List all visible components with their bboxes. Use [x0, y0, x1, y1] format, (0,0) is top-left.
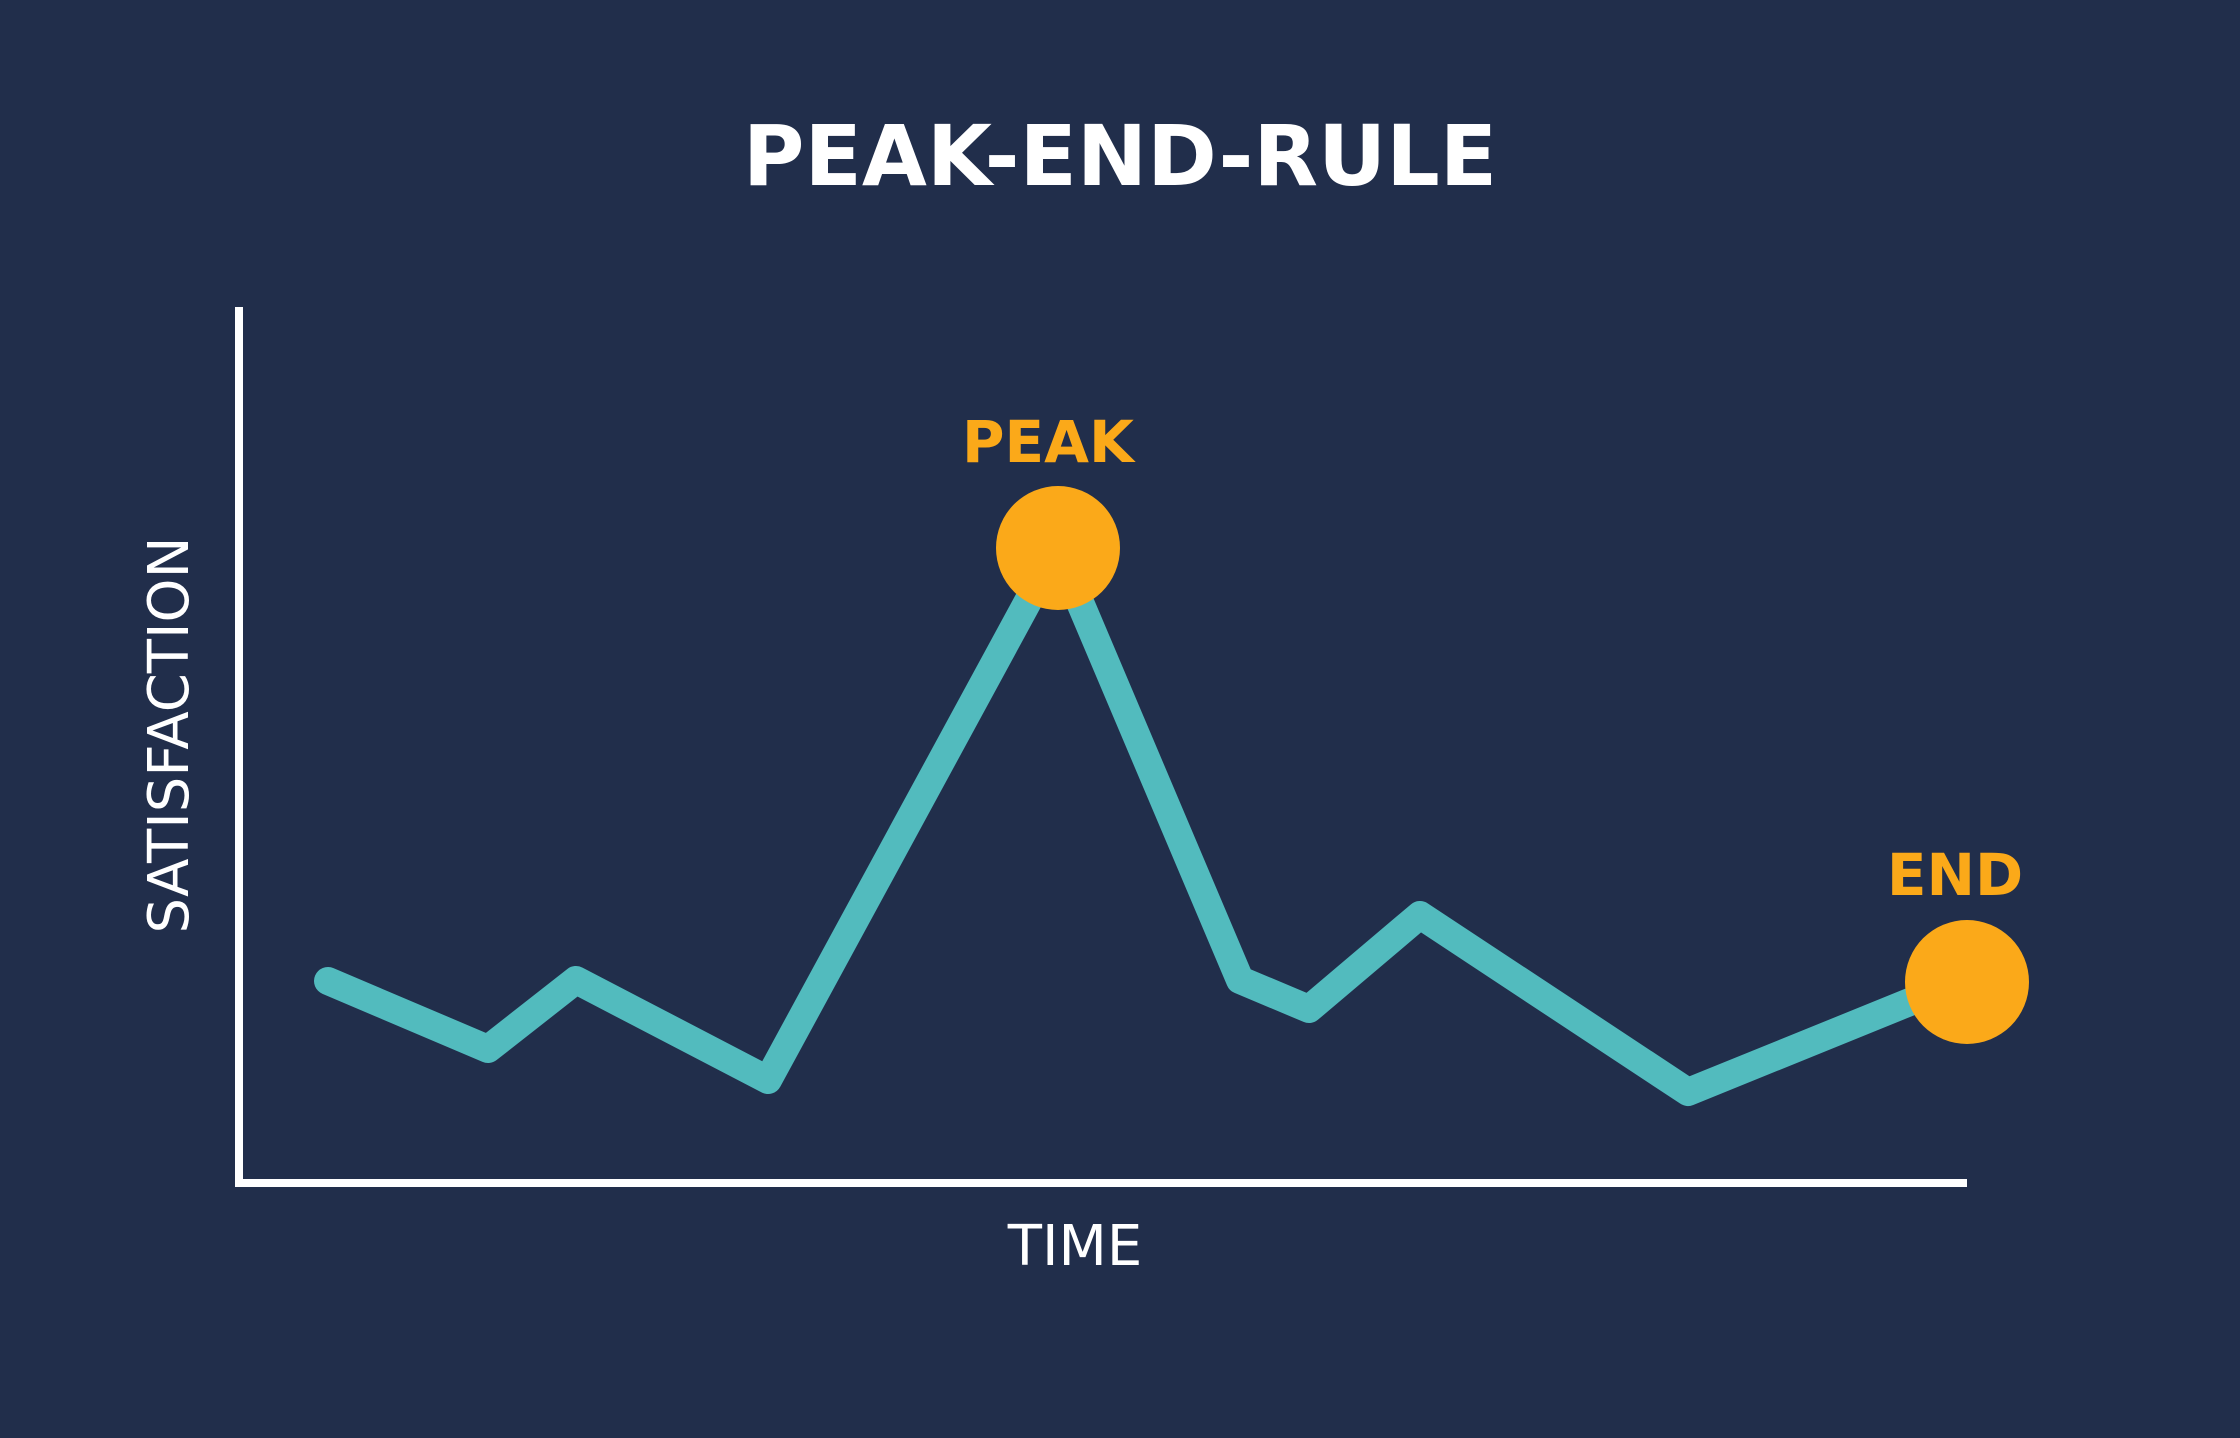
end-label: END	[1887, 841, 2023, 909]
satisfaction-line	[314, 534, 1978, 1106]
peak-label: PEAK	[962, 408, 1136, 476]
diagram-title: PEAK-END-RULE	[743, 107, 1497, 205]
peak-marker	[996, 486, 1120, 610]
y-axis-label: SATISFACTION	[137, 536, 202, 933]
axes-lines	[235, 307, 1967, 1187]
x-axis-label: TIME	[1007, 1214, 1142, 1279]
end-marker	[1905, 920, 2029, 1044]
